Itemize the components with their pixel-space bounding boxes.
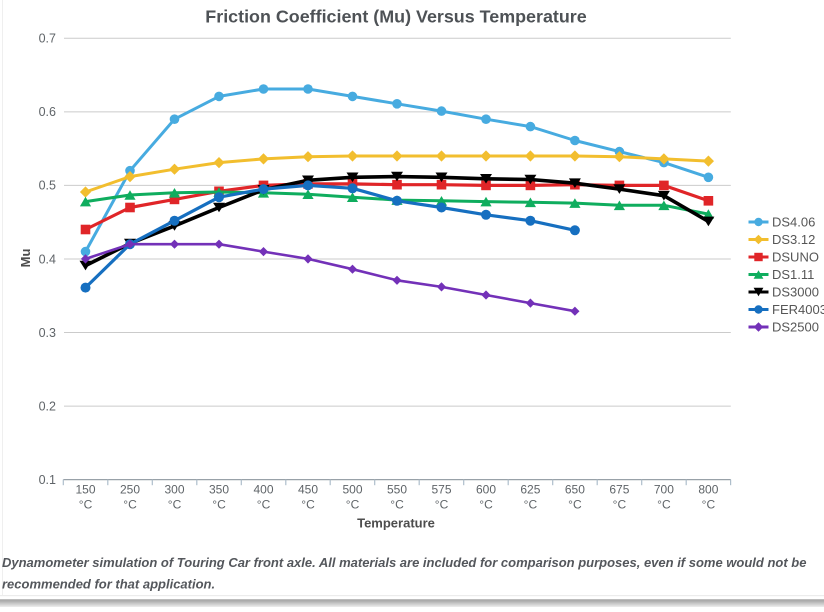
svg-text:°C: °C bbox=[657, 498, 671, 512]
svg-text:°C: °C bbox=[524, 498, 538, 512]
svg-text:DS3000: DS3000 bbox=[772, 285, 819, 300]
svg-text:300: 300 bbox=[164, 483, 184, 497]
svg-text:625: 625 bbox=[520, 483, 540, 497]
svg-text:0.7: 0.7 bbox=[39, 32, 56, 46]
svg-text:150: 150 bbox=[75, 483, 95, 497]
svg-text:°C: °C bbox=[301, 498, 315, 512]
svg-text:DS3.12: DS3.12 bbox=[772, 232, 815, 247]
svg-text:°C: °C bbox=[479, 498, 493, 512]
svg-text:0.5: 0.5 bbox=[39, 179, 56, 193]
svg-text:575: 575 bbox=[431, 483, 451, 497]
svg-text:°C: °C bbox=[346, 498, 360, 512]
svg-text:0.1: 0.1 bbox=[39, 473, 56, 487]
svg-text:0.6: 0.6 bbox=[39, 105, 56, 119]
svg-text:DSUNO: DSUNO bbox=[772, 250, 819, 265]
svg-text:400: 400 bbox=[253, 483, 273, 497]
svg-text:DS1.11: DS1.11 bbox=[772, 267, 814, 282]
svg-text:°C: °C bbox=[168, 498, 182, 512]
svg-text:°C: °C bbox=[435, 498, 449, 512]
svg-text:°C: °C bbox=[613, 498, 627, 512]
svg-text:°C: °C bbox=[79, 498, 93, 512]
svg-text:550: 550 bbox=[387, 483, 407, 497]
svg-text:Dynamometer simulation of Tour: Dynamometer simulation of Touring Car fr… bbox=[2, 555, 806, 570]
svg-text:°C: °C bbox=[568, 498, 582, 512]
svg-text:FER4003: FER4003 bbox=[772, 302, 824, 317]
svg-text:°C: °C bbox=[702, 498, 716, 512]
svg-text:DS2500: DS2500 bbox=[772, 320, 819, 335]
svg-text:650: 650 bbox=[565, 483, 585, 497]
svg-text:°C: °C bbox=[257, 498, 271, 512]
svg-text:600: 600 bbox=[476, 483, 496, 497]
svg-text:800: 800 bbox=[698, 483, 718, 497]
svg-text:350: 350 bbox=[209, 483, 229, 497]
svg-text:°C: °C bbox=[123, 498, 137, 512]
svg-text:0.4: 0.4 bbox=[39, 252, 56, 266]
svg-text:450: 450 bbox=[298, 483, 318, 497]
svg-text:DS4.06: DS4.06 bbox=[772, 215, 815, 230]
svg-text:0.2: 0.2 bbox=[39, 399, 56, 413]
svg-text:0.3: 0.3 bbox=[39, 326, 56, 340]
svg-text:500: 500 bbox=[342, 483, 362, 497]
svg-text:°C: °C bbox=[212, 498, 226, 512]
svg-text:250: 250 bbox=[120, 483, 140, 497]
svg-text:675: 675 bbox=[609, 483, 629, 497]
svg-text:°C: °C bbox=[390, 498, 404, 512]
svg-text:Mu: Mu bbox=[18, 249, 33, 268]
svg-text:Temperature: Temperature bbox=[357, 516, 435, 531]
svg-text:700: 700 bbox=[654, 483, 674, 497]
svg-text:Friction Coefficient (Mu) Vers: Friction Coefficient (Mu) Versus Tempera… bbox=[205, 7, 586, 27]
svg-text:recommended for that applicati: recommended for that application. bbox=[2, 577, 215, 592]
